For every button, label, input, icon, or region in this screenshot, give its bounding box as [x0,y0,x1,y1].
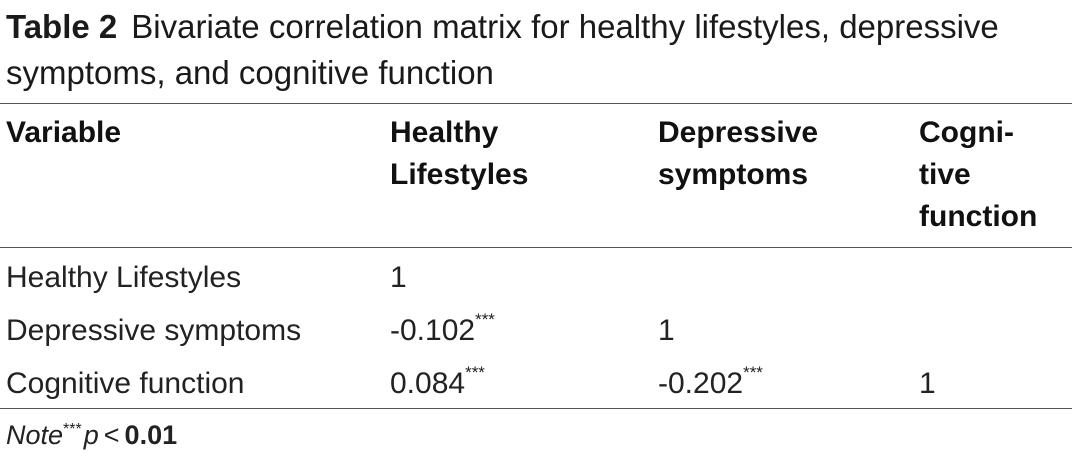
row-label: Healthy Lifestyles [6,261,242,294]
cell-depressive-symptoms: -0.202*** [658,363,763,400]
note-stars: *** [63,421,82,438]
cell-healthy-lifestyles: 0.084*** [390,363,485,400]
table-title: Bivariate correlation matrix for healthy… [6,8,999,91]
table-note: Note***p <0.01 [6,420,178,450]
header-depressive-symptoms: Depressive symptoms [658,116,819,191]
table-label: Table 2 [6,8,118,45]
cell-healthy-lifestyles: 1 [390,261,407,294]
cell-depressive-symptoms: 1 [658,314,675,347]
cell-healthy-lifestyles: -0.102*** [390,310,495,347]
row-label: Cognitive function [6,367,245,400]
significance-marker: *** [475,310,495,329]
row-label: Depressive symptoms [6,314,302,347]
header-healthy-lifestyles: Healthy Lifestyles [390,116,529,191]
significance-marker: *** [743,363,763,382]
header-variable: Variable [6,116,122,149]
top-rule [0,103,1072,104]
cell-cognitive-function: 1 [919,367,936,400]
table-caption: Table 2 Bivariate correlation matrix for … [6,4,1066,96]
header-rule [0,247,1072,248]
significance-marker: *** [465,363,485,382]
header-cognitive-function: Cogni- tive function [919,116,1038,233]
bottom-rule [0,408,1072,409]
